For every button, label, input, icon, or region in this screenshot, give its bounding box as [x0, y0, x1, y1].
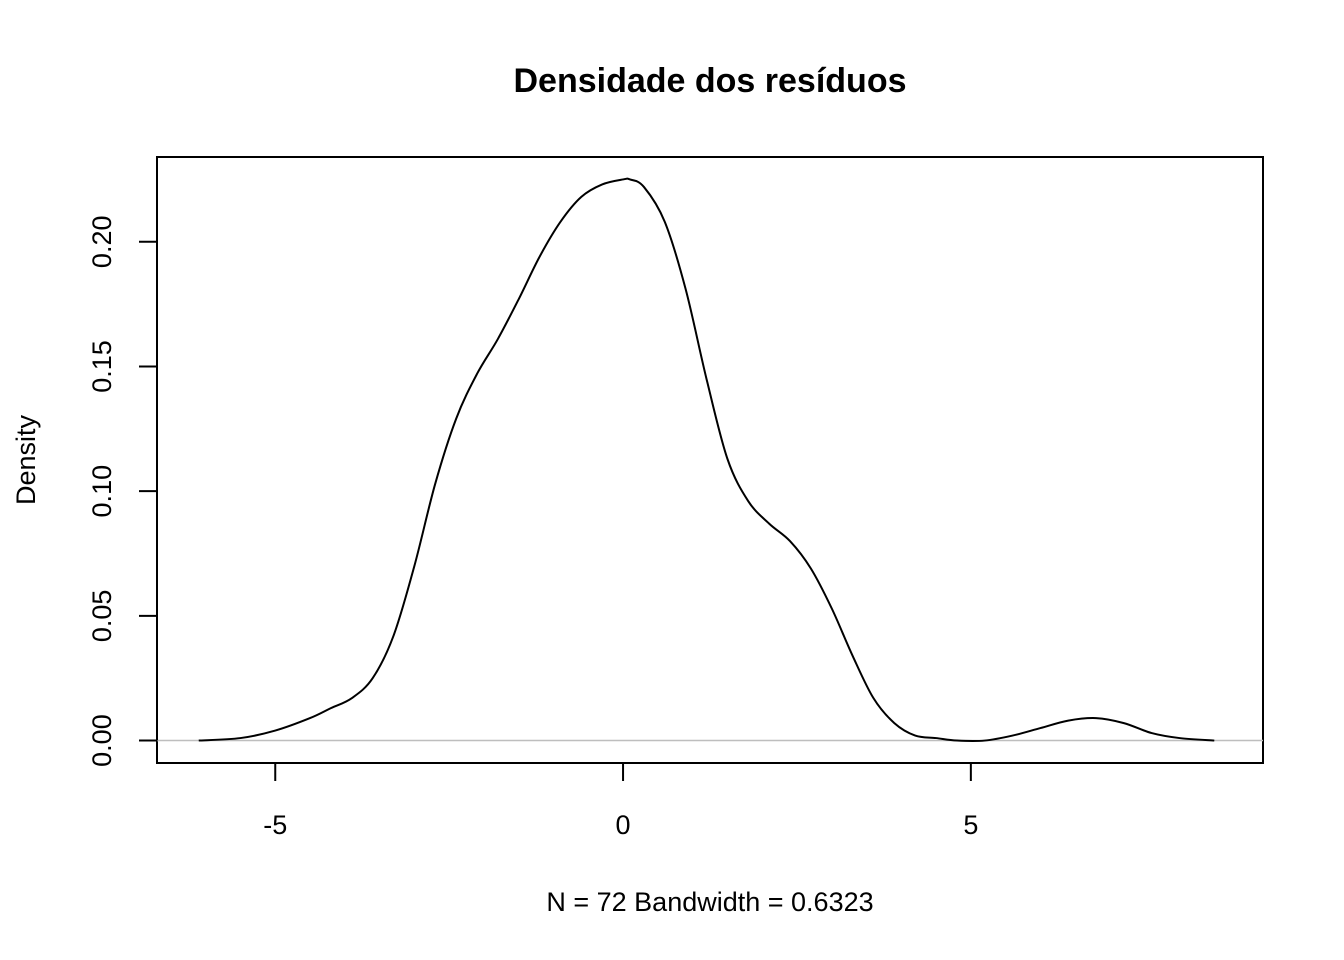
- x-tick-label: 5: [963, 810, 978, 840]
- y-axis: 0.00 0.05 0.10 0.15 0.20: [87, 216, 158, 767]
- y-tick-label: 0.10: [87, 465, 117, 518]
- x-axis-label: N = 72 Bandwidth = 0.6323: [546, 887, 873, 917]
- density-curve: [198, 177, 1215, 743]
- y-axis-label: Density: [11, 414, 41, 505]
- y-tick-label: 0.20: [87, 216, 117, 269]
- y-tick-label: 0.05: [87, 590, 117, 643]
- plot-frame: [156, 156, 1264, 764]
- y-tick-label: 0.15: [87, 340, 117, 393]
- x-axis: -5 0 5: [263, 762, 978, 840]
- x-tick-label: -5: [263, 810, 287, 840]
- y-tick-label: 0.00: [87, 714, 117, 767]
- chart-title: Densidade dos resíduos: [514, 62, 907, 100]
- x-tick-label: 0: [616, 810, 631, 840]
